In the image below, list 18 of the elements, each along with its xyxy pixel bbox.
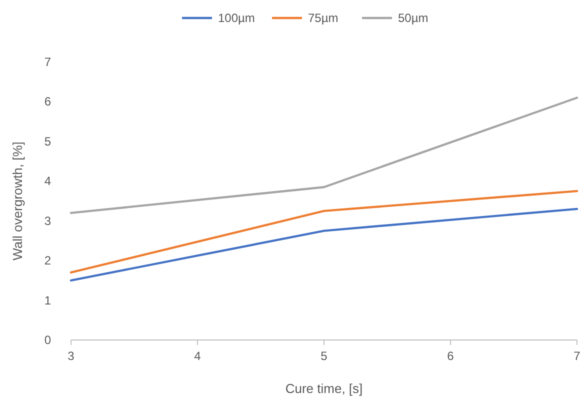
legend-label: 100µm	[218, 11, 255, 25]
x-tick-label: 4	[194, 349, 202, 363]
y-tick-label: 4	[44, 174, 52, 188]
y-tick-label: 3	[44, 214, 52, 228]
y-tick-label: 6	[44, 94, 52, 109]
x-axis-title: Cure time, [s]	[285, 381, 363, 396]
y-tick-label: 0	[44, 333, 52, 347]
legend-label: 75µm	[308, 11, 338, 25]
legend-label: 50µm	[398, 11, 428, 25]
x-tick-label: 5	[320, 349, 328, 363]
x-tick-label: 3	[68, 349, 75, 363]
y-axis-title: Wall overgrowth, [%]	[10, 142, 25, 260]
x-tick-label: 7	[574, 349, 581, 363]
y-tick-label: 2	[44, 254, 52, 268]
y-tick-label: 5	[44, 134, 52, 148]
y-tick-label: 1	[44, 293, 52, 308]
y-tick-label: 7	[44, 55, 52, 69]
x-tick-label: 6	[447, 349, 454, 363]
